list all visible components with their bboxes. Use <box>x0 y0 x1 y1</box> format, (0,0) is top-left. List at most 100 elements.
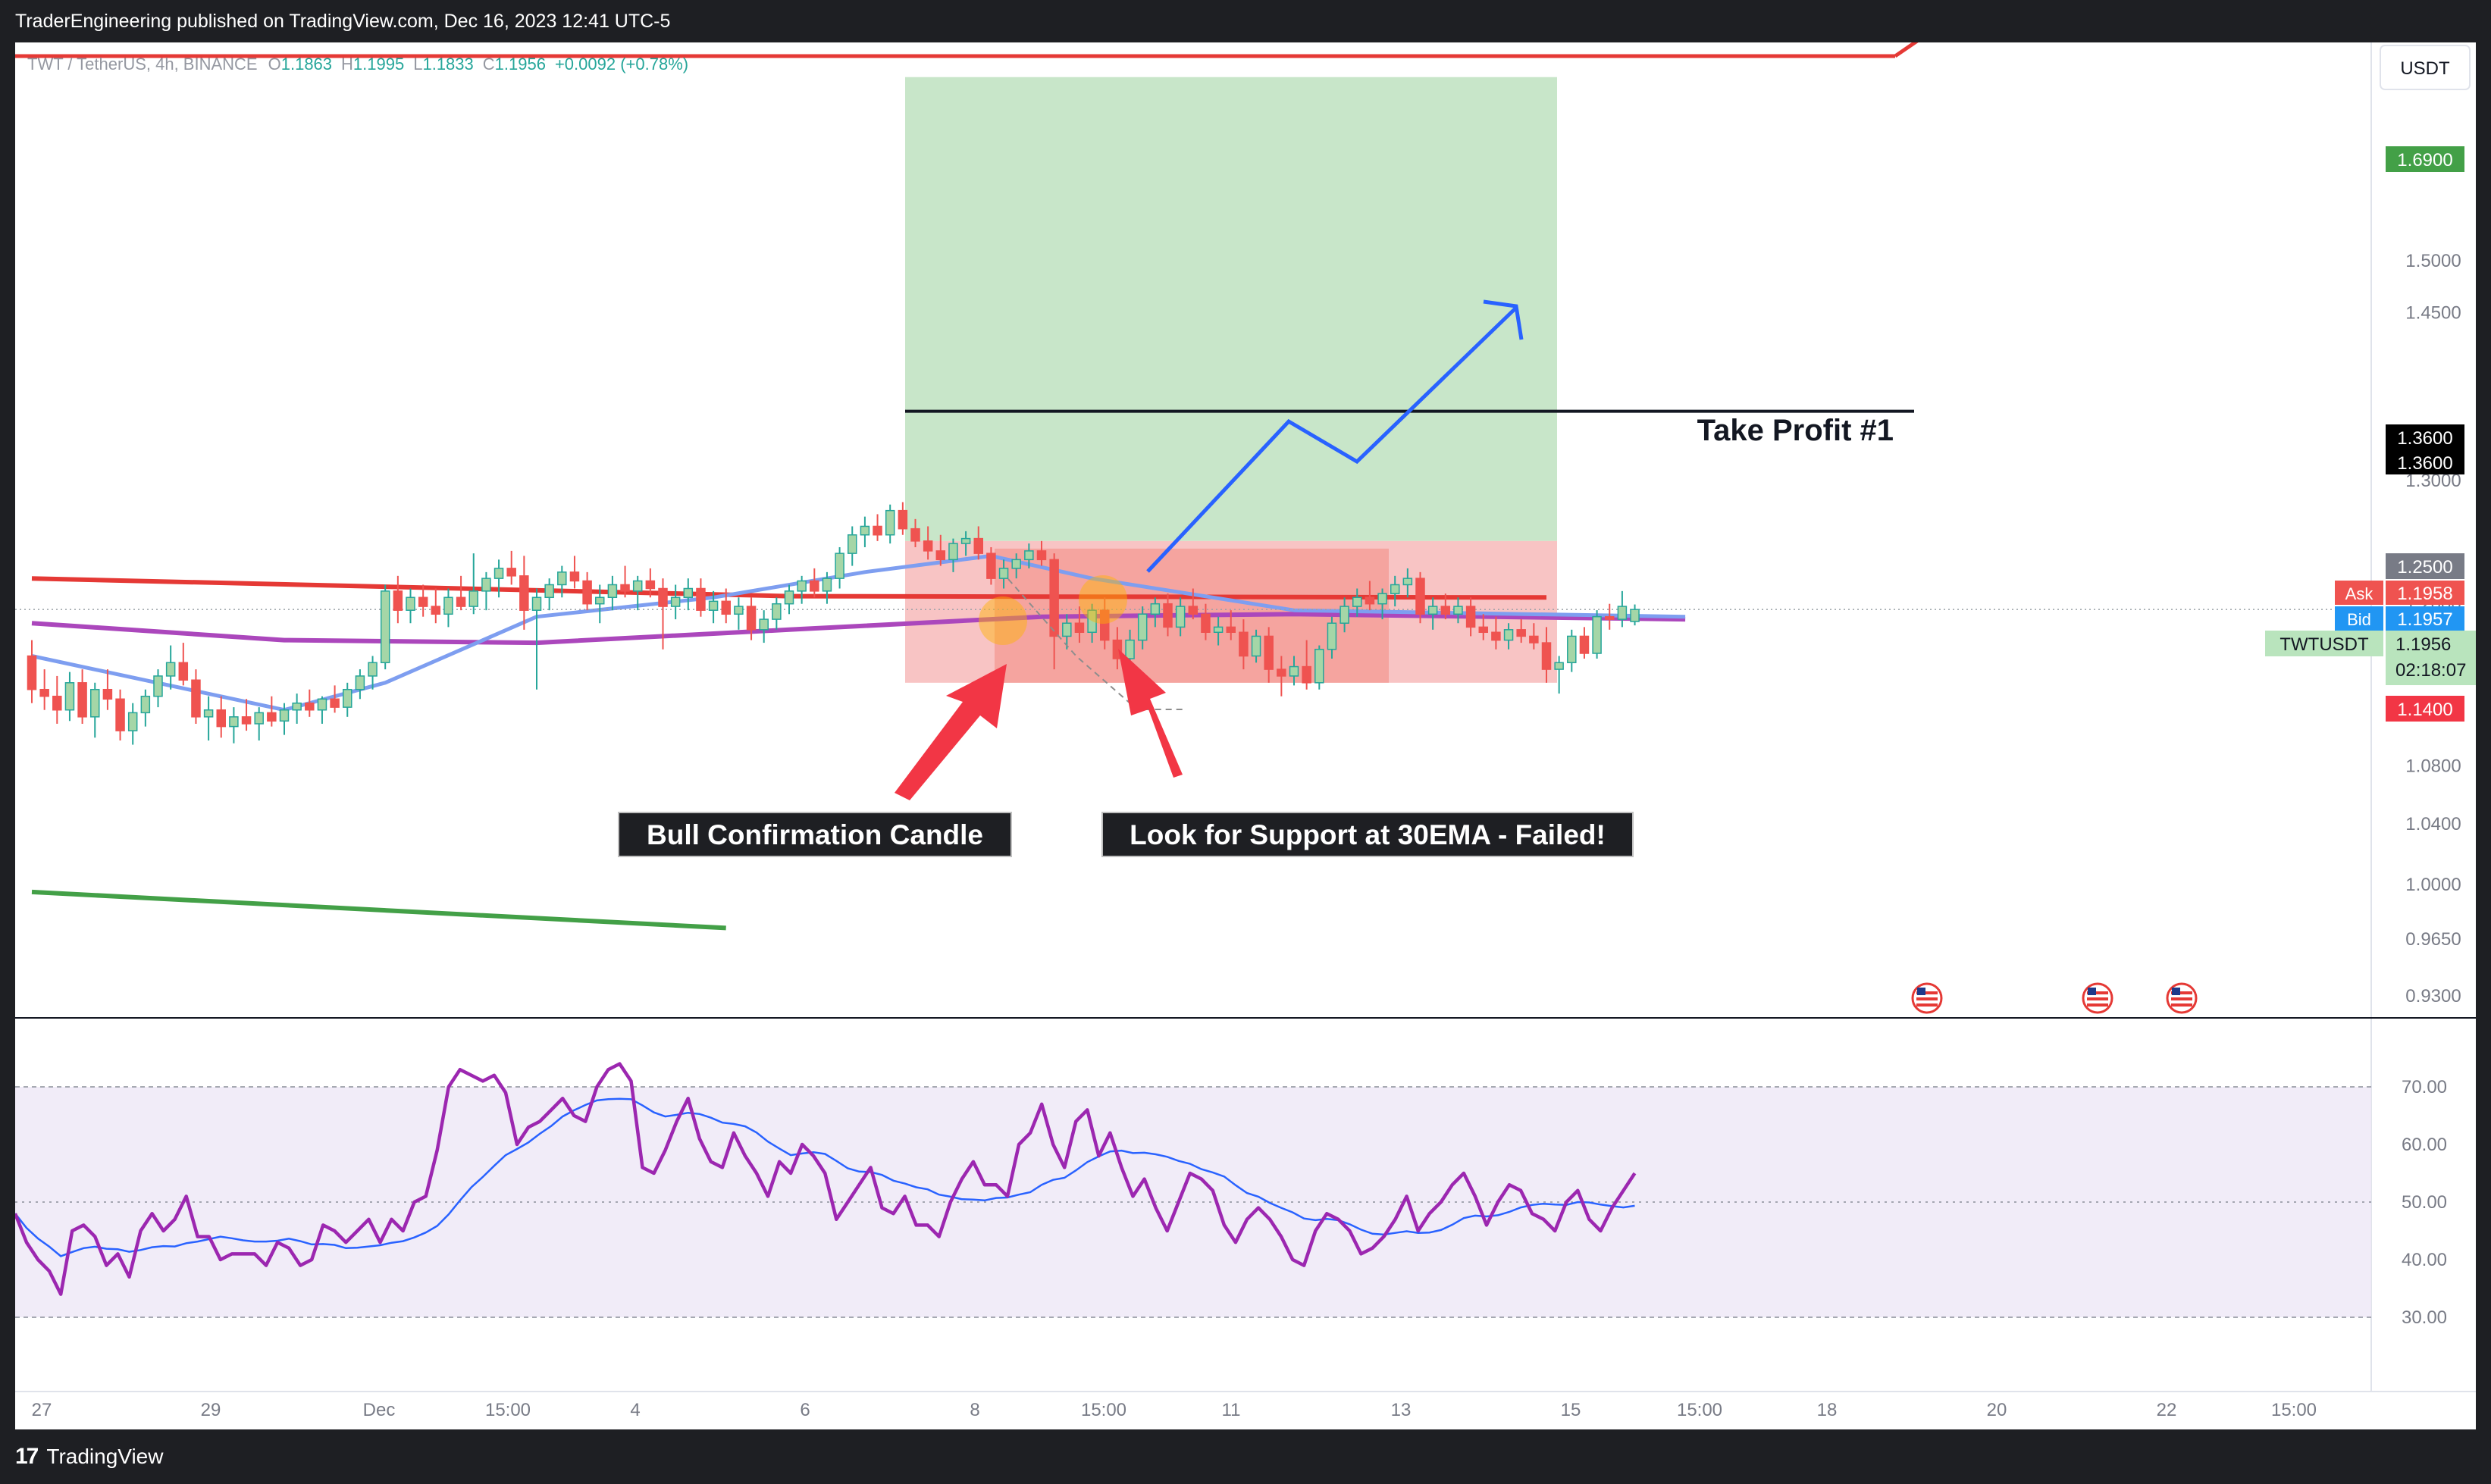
candle <box>1554 656 1564 694</box>
candle <box>935 534 946 566</box>
candle-body <box>178 662 189 681</box>
candle <box>569 556 580 589</box>
candle <box>203 696 214 741</box>
candle <box>531 588 542 690</box>
candle-body <box>27 655 37 690</box>
candle-body <box>393 590 403 611</box>
candle-body <box>519 575 529 611</box>
candle <box>1112 627 1123 670</box>
candle <box>1277 656 1286 697</box>
candle-body <box>797 580 807 592</box>
candle-body <box>64 682 75 711</box>
candle <box>1503 623 1514 650</box>
candle-body <box>1251 635 1261 657</box>
candle <box>835 546 844 589</box>
candle-body <box>848 534 857 554</box>
candle-body <box>1503 629 1514 641</box>
us-flag-icon[interactable] <box>2082 982 2113 1014</box>
highlight-circle-1 <box>979 596 1027 645</box>
candle-body <box>696 587 706 611</box>
candle-body <box>708 600 719 611</box>
candle-body <box>456 596 466 607</box>
candlestick-series <box>27 502 1640 745</box>
candle-body <box>973 537 983 554</box>
candle-body <box>203 709 214 718</box>
candle-body <box>1049 559 1059 637</box>
position-path <box>1007 578 1186 710</box>
candle-body <box>165 662 176 677</box>
candle-body <box>52 695 62 711</box>
time-tick: 15:00 <box>1677 1400 1722 1420</box>
rsi-band-lines <box>15 1086 2371 1318</box>
candle-body <box>1390 584 1400 594</box>
candle <box>645 568 656 598</box>
candle <box>229 707 239 744</box>
tradingview-footer[interactable]: 17 TradingView <box>0 1429 2491 1484</box>
legend-c-label: C <box>483 55 495 74</box>
rsi-tick: 70.00 <box>2402 1077 2447 1097</box>
candle <box>1036 540 1047 566</box>
take-profit-annotation[interactable]: Take Profit #1 <box>1697 414 1894 447</box>
stop-badge <box>2386 696 2464 722</box>
candle-body <box>1201 613 1211 634</box>
candle <box>153 669 163 708</box>
candle-body <box>191 679 201 718</box>
candle <box>1302 640 1311 690</box>
candle-body <box>1605 615 1615 620</box>
projection-arrow[interactable] <box>1146 306 1518 573</box>
candle-body <box>544 584 554 599</box>
candle <box>267 696 277 727</box>
bid-badge-text: 1.1957 <box>2397 609 2452 630</box>
us-flag-icon[interactable] <box>1911 982 1943 1014</box>
candle-body <box>1617 606 1628 620</box>
time-tick: 6 <box>800 1400 810 1420</box>
symbol-legend[interactable]: TWT / TetherUS, 4h, BINANCE O1.1863 H1.199… <box>27 55 688 74</box>
candle <box>468 553 478 615</box>
rsi-tick: 30.00 <box>2402 1307 2447 1328</box>
candle <box>1226 610 1236 640</box>
bull-candle-arrow[interactable] <box>895 664 1007 800</box>
candle-body <box>140 695 151 714</box>
candle <box>1453 597 1463 624</box>
candle <box>1049 553 1059 670</box>
rsi-ma-line <box>14 1097 1635 1257</box>
candle <box>1314 645 1324 690</box>
candle-body <box>948 543 958 561</box>
profit-zone[interactable] <box>905 77 1557 541</box>
candle <box>241 699 252 731</box>
time-tick: 15:00 <box>485 1400 531 1420</box>
candle <box>1402 568 1413 598</box>
target-badge <box>2386 146 2464 172</box>
candle <box>1352 588 1362 617</box>
candle <box>1579 627 1590 659</box>
candle <box>1150 597 1161 628</box>
candle <box>1390 575 1400 607</box>
bull-candle-annotation[interactable]: Bull Confirmation Candle <box>618 812 1012 857</box>
candle <box>1592 610 1602 659</box>
candle <box>343 682 352 717</box>
candle-body <box>1100 609 1110 641</box>
support-annotation[interactable]: Look for Support at 30EMA - Failed! <box>1101 812 1634 857</box>
currency-button[interactable]: USDT <box>2380 45 2471 90</box>
candle <box>898 502 908 535</box>
support-arrow[interactable] <box>1118 649 1183 778</box>
candle-body <box>1125 639 1135 659</box>
candle <box>380 584 390 670</box>
candle-body <box>229 716 239 728</box>
candle <box>127 703 138 745</box>
candle-body <box>494 568 504 579</box>
candle <box>254 707 264 741</box>
price-tick: 0.9650 <box>2405 929 2461 950</box>
rsi-axis[interactable]: 70.00 60.00 50.00 40.00 30.00 <box>2402 1077 2447 1328</box>
candle-body <box>317 698 327 711</box>
chart-canvas[interactable]: Take Profit #1 Bull Confirmation Candle … <box>13 36 2483 1429</box>
time-axis[interactable]: 27 29 Dec 15:00 4 6 8 15:00 11 13 15 15:00 18 20 22 15:… <box>32 1400 2317 1420</box>
projection-arrow-head <box>1483 299 1524 340</box>
candle <box>1024 543 1034 568</box>
candle-body <box>1427 606 1438 615</box>
us-flag-icon[interactable] <box>2166 982 2198 1014</box>
event-flags[interactable] <box>1911 982 2198 1014</box>
candle <box>115 689 125 741</box>
price-tick: 1.5000 <box>2405 251 2461 271</box>
candle <box>1478 614 1488 640</box>
